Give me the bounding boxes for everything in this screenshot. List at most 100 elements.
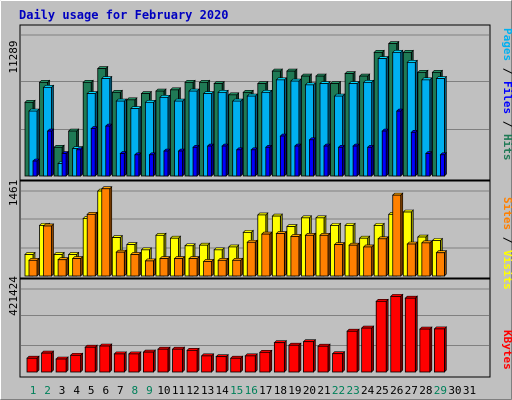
bar-sites-25 [377, 236, 389, 277]
bar-kbytes-23-front [346, 330, 358, 373]
bar-pages-26-front [396, 110, 402, 177]
bar-kbytes-11 [171, 346, 186, 373]
bar-sites-5 [86, 211, 98, 277]
bar-sites-8-front [130, 254, 140, 277]
bar-sites-16-front [246, 241, 256, 277]
bar-pages-19-front [294, 145, 300, 177]
bar-kbytes-3-front [55, 358, 67, 373]
x-label-day-24: 24 [361, 384, 375, 397]
bar-kbytes-24 [360, 325, 375, 373]
kbytes-axis-label: KBytes [501, 330, 512, 370]
bar-pages-3 [61, 150, 69, 177]
bar-files-11 [173, 98, 186, 177]
bar-pages-23-front [352, 145, 358, 177]
bar-pages-22 [337, 144, 346, 177]
bar-pages-8-front [134, 154, 140, 177]
bar-pages-12-front [192, 146, 198, 177]
bar-kbytes-18 [273, 339, 288, 373]
x-label-day-15: 15 [230, 384, 243, 397]
bar-kbytes-1 [26, 355, 40, 373]
bar-sites-15 [231, 257, 244, 277]
x-label-day-23: 23 [346, 384, 359, 397]
bar-kbytes-3 [55, 356, 69, 373]
bar-pages-21 [323, 143, 331, 177]
bar-pages-27 [410, 129, 419, 177]
x-label-day-14: 14 [216, 384, 230, 397]
axis-label-sites: Sites [501, 197, 512, 230]
x-label-day-6: 6 [102, 384, 109, 397]
bar-pages-5-front [90, 128, 96, 177]
bar-pages-15-front [236, 149, 242, 177]
bar-kbytes-5 [84, 344, 98, 373]
bar-pages-24-front [367, 146, 373, 177]
axis-label-pages: Pages [501, 28, 512, 61]
x-label-day-26: 26 [390, 384, 403, 397]
bar-pages-2 [46, 128, 55, 177]
bar-kbytes-22 [331, 350, 346, 373]
x-label-day-16: 16 [245, 384, 258, 397]
bar-kbytes-6 [99, 343, 113, 373]
bar-pages-4 [75, 147, 84, 177]
hits-ymax-label: 11289 [7, 40, 20, 73]
bar-pages-25-front [381, 130, 387, 177]
bar-kbytes-16 [244, 353, 258, 373]
x-label-day-2: 2 [44, 384, 51, 397]
x-label-day-22: 22 [332, 384, 345, 397]
bar-pages-11 [177, 148, 186, 177]
bar-sites-24 [362, 244, 375, 277]
bar-sites-18-front [275, 233, 285, 277]
bar-sites-19-front [290, 236, 300, 277]
bar-kbytes-26-front [390, 295, 402, 373]
bar-kbytes-25-front [375, 300, 387, 373]
bar-sites-1 [28, 257, 40, 277]
bar-kbytes-16-front [244, 355, 256, 373]
bar-sites-26 [392, 192, 404, 277]
bar-pages-1-front [32, 160, 38, 177]
bar-pages-24 [366, 144, 375, 177]
bar-pages-13 [206, 143, 215, 177]
x-label-day-10: 10 [157, 384, 170, 397]
bar-pages-9-front [148, 154, 154, 177]
bar-pages-28 [425, 150, 433, 177]
bar-kbytes-10 [157, 346, 171, 373]
bar-pages-26 [396, 108, 404, 177]
bar-kbytes-6-front [99, 345, 111, 373]
bar-kbytes-28 [419, 326, 433, 373]
x-label-day-8: 8 [132, 384, 139, 397]
bar-kbytes-18-front [273, 342, 285, 373]
bar-sites-28 [421, 240, 433, 277]
bar-sites-9-front [144, 260, 154, 277]
bar-pages-16-front [250, 149, 256, 177]
bar-pages-4-front [76, 149, 82, 177]
bar-kbytes-2-front [41, 352, 52, 373]
x-label-day-12: 12 [186, 384, 199, 397]
bar-sites-22 [333, 241, 346, 277]
bars [24, 40, 448, 373]
bar-kbytes-27 [404, 295, 419, 373]
bar-kbytes-19-front [288, 344, 300, 373]
bar-sites-7-front [115, 251, 125, 277]
bar-kbytes-15 [229, 355, 244, 373]
x-label-day-27: 27 [405, 384, 418, 397]
bar-pages-17 [265, 144, 273, 177]
bar-kbytes-2 [40, 350, 55, 373]
bar-pages-6 [105, 123, 113, 177]
bar-sites-18 [275, 230, 288, 277]
bar-sites-3 [57, 256, 69, 277]
bar-kbytes-8 [128, 351, 142, 373]
bar-kbytes-1-front [26, 357, 38, 373]
bar-sites-23 [348, 242, 360, 277]
bar-sites-29 [435, 250, 448, 277]
bar-kbytes-8-front [128, 353, 140, 373]
bar-sites-10-front [159, 258, 169, 277]
bar-sites-20-front [305, 234, 314, 277]
bar-sites-12-front [188, 258, 198, 277]
bar-pages-2-front [47, 130, 52, 177]
bar-pages-20 [308, 137, 317, 177]
bar-pages-23 [352, 143, 360, 177]
bar-sites-10 [159, 255, 171, 277]
bar-kbytes-10-front [157, 348, 169, 373]
bar-kbytes-21-front [317, 345, 329, 373]
bar-sites-22-front [334, 244, 343, 277]
bar-kbytes-21 [317, 343, 331, 373]
